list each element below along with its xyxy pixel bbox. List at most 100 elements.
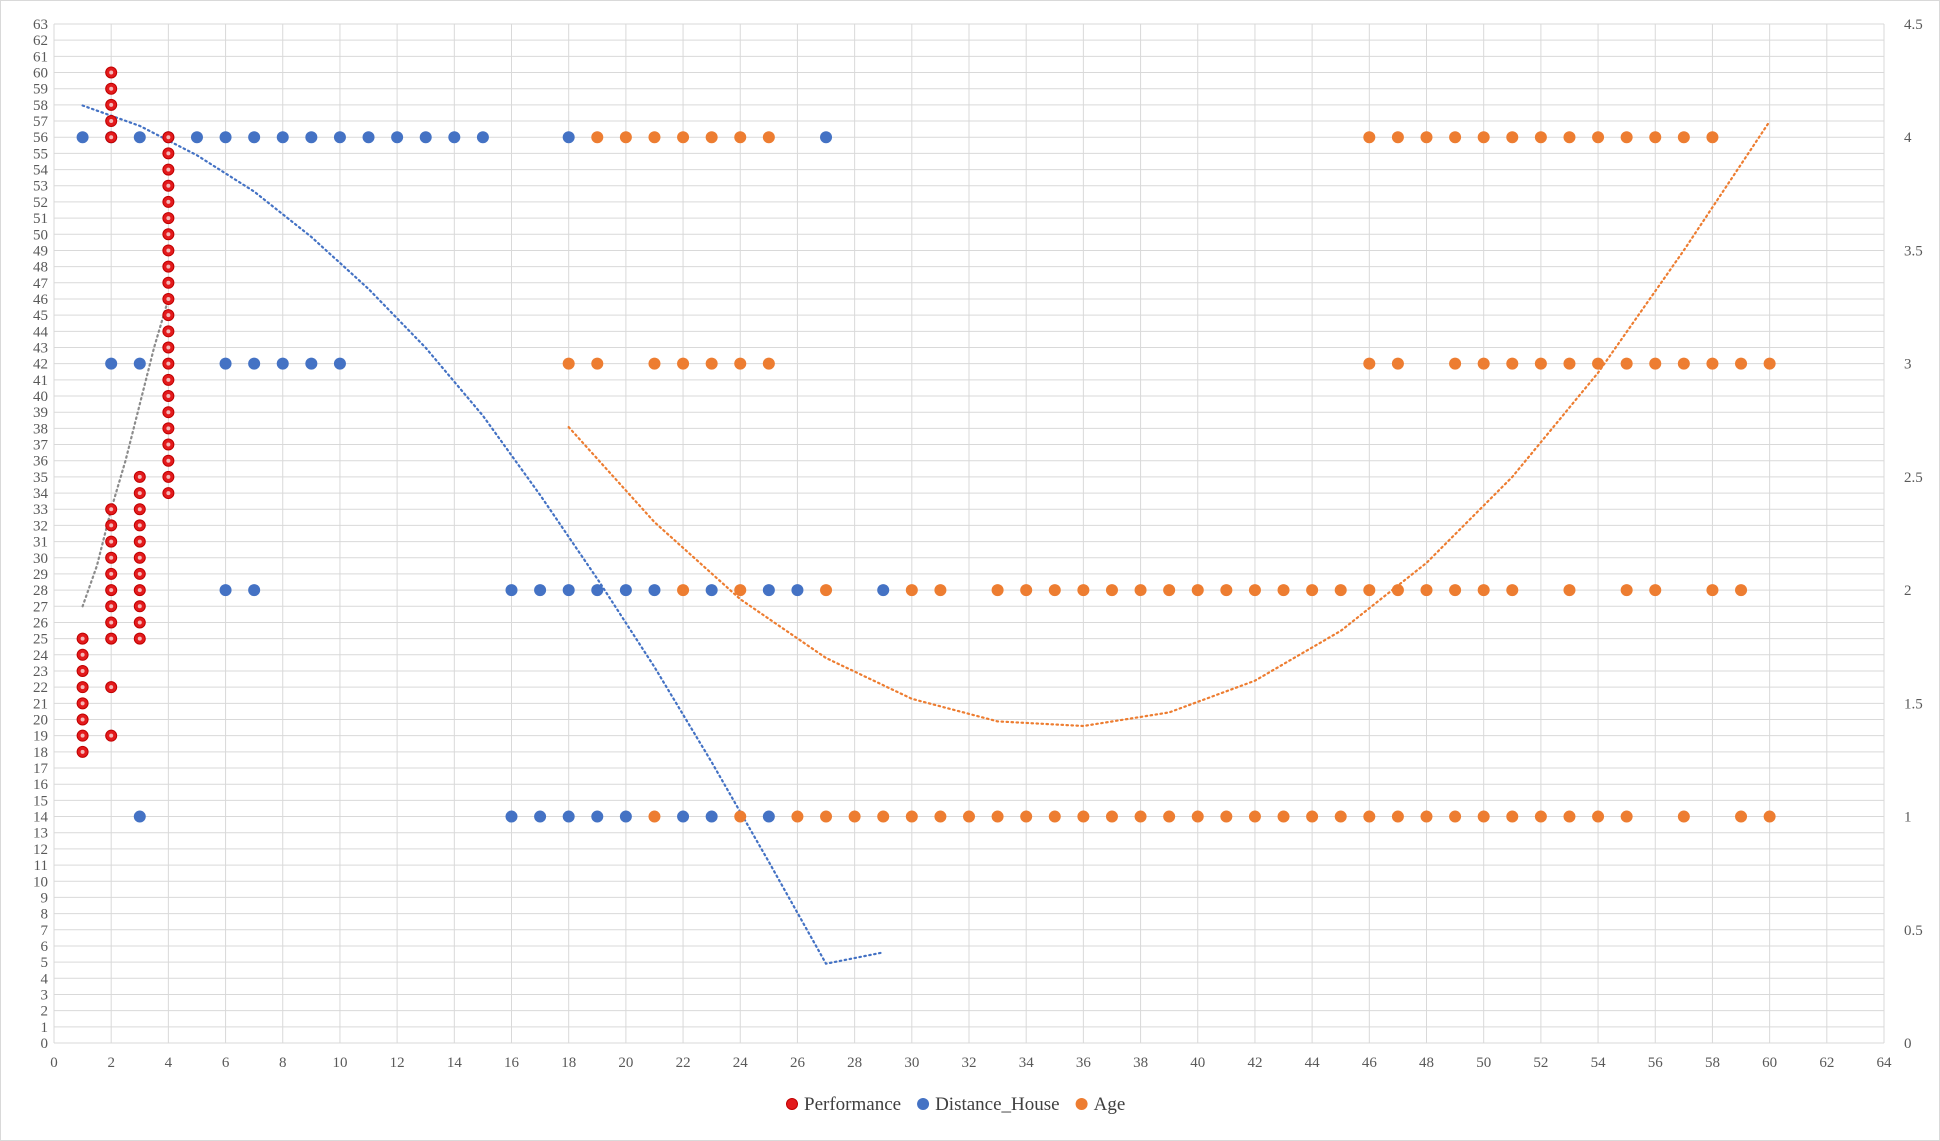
point-distance-house (705, 810, 718, 823)
legend-label-age: Age (1094, 1094, 1126, 1115)
point-age (1649, 357, 1662, 370)
point-performance-highlight (166, 232, 171, 237)
point-age (1506, 131, 1519, 144)
point-distance-house (820, 131, 833, 144)
point-performance-highlight (109, 135, 114, 140)
x-tick-label: 22 (676, 1055, 691, 1071)
point-age (1220, 810, 1233, 823)
point-age (1449, 810, 1462, 823)
point-age (1077, 810, 1090, 823)
legend-marker-age (1075, 1098, 1088, 1110)
point-age (648, 810, 661, 823)
x-tick-label: 38 (1133, 1055, 1148, 1071)
x-tick-label: 34 (1019, 1055, 1035, 1071)
y-left-tick-label: 34 (33, 486, 49, 502)
trendline-performance (81, 297, 170, 608)
y-left-tick-label: 43 (33, 340, 48, 356)
y-left-tick-label: 17 (33, 761, 49, 777)
x-tick-label: 52 (1533, 1055, 1548, 1071)
data-points (76, 66, 1776, 823)
point-age (1534, 810, 1547, 823)
y-left-tick-label: 28 (33, 583, 48, 599)
y-left-tick-label: 50 (33, 227, 48, 243)
y-right-tick-label: 2 (1904, 583, 1912, 599)
point-distance-house (505, 584, 518, 597)
point-age (791, 810, 804, 823)
y-right-tick-label: 3.5 (1904, 243, 1923, 259)
y-left-tick-label: 10 (33, 874, 48, 890)
x-tick-label: 6 (222, 1055, 230, 1071)
point-distance-house (248, 357, 261, 370)
point-distance-house (333, 131, 346, 144)
point-age (1449, 357, 1462, 370)
point-age (1620, 810, 1633, 823)
y-left-tick-label: 30 (33, 551, 48, 567)
y-left-tick-label: 31 (33, 535, 48, 551)
x-tick-label: 24 (733, 1055, 749, 1071)
point-performance-highlight (137, 571, 142, 576)
point-age (991, 584, 1004, 597)
x-tick-label: 58 (1705, 1055, 1720, 1071)
point-age (1420, 131, 1433, 144)
x-tick-label: 12 (390, 1055, 405, 1071)
x-tick-label: 20 (618, 1055, 633, 1071)
point-distance-house (877, 584, 890, 597)
point-performance-highlight (109, 636, 114, 641)
x-tick-label: 8 (279, 1055, 287, 1071)
y-right-tick-label: 0 (1904, 1036, 1912, 1052)
y-left-tick-label: 22 (33, 680, 48, 696)
point-age (1706, 357, 1719, 370)
point-age (1563, 810, 1576, 823)
y-left-tick-label: 62 (33, 33, 48, 49)
y-left-tick-label: 48 (33, 260, 48, 276)
point-performance-highlight (166, 361, 171, 366)
point-age (705, 131, 718, 144)
point-age (1391, 131, 1404, 144)
point-distance-house (562, 131, 575, 144)
point-distance-house (677, 810, 690, 823)
point-age (677, 131, 690, 144)
point-age (820, 584, 833, 597)
point-performance-highlight (109, 604, 114, 609)
y-left-tick-label: 54 (33, 163, 49, 179)
point-performance-highlight (109, 119, 114, 124)
y-left-tick-label: 1 (41, 1020, 49, 1036)
y-right-tick-label: 1 (1904, 810, 1912, 826)
point-age (1334, 810, 1347, 823)
point-age (1449, 584, 1462, 597)
point-age (1391, 810, 1404, 823)
x-tick-label: 42 (1247, 1055, 1262, 1071)
point-performance-highlight (80, 685, 85, 690)
point-distance-house (391, 131, 404, 144)
point-age (1306, 810, 1319, 823)
point-distance-house (591, 810, 604, 823)
point-age (820, 810, 833, 823)
point-age (1620, 584, 1633, 597)
y-left-tick-label: 60 (33, 66, 48, 82)
point-age (1563, 584, 1576, 597)
y-left-tick-label: 42 (33, 357, 48, 373)
y-left-tick-label: 44 (33, 324, 49, 340)
point-performance-highlight (80, 733, 85, 738)
point-age (1077, 584, 1090, 597)
y-left-tick-label: 55 (33, 146, 48, 162)
point-age (1563, 357, 1576, 370)
point-performance-highlight (166, 183, 171, 188)
axis-tick-labels: 0123456789101112131415161718192021222324… (33, 17, 1923, 1071)
x-tick-label: 10 (332, 1055, 347, 1071)
point-performance-highlight (137, 491, 142, 496)
point-age (1477, 357, 1490, 370)
y-left-tick-label: 20 (33, 713, 48, 729)
point-distance-house (619, 584, 632, 597)
point-performance-highlight (109, 555, 114, 560)
point-distance-house (648, 584, 661, 597)
point-age (762, 357, 775, 370)
point-distance-house (248, 131, 261, 144)
point-age (1592, 131, 1605, 144)
point-performance-highlight (166, 135, 171, 140)
point-age (591, 357, 604, 370)
point-performance-highlight (109, 507, 114, 512)
point-distance-house (219, 131, 232, 144)
y-left-tick-label: 63 (33, 17, 48, 33)
x-tick-label: 4 (165, 1055, 173, 1071)
